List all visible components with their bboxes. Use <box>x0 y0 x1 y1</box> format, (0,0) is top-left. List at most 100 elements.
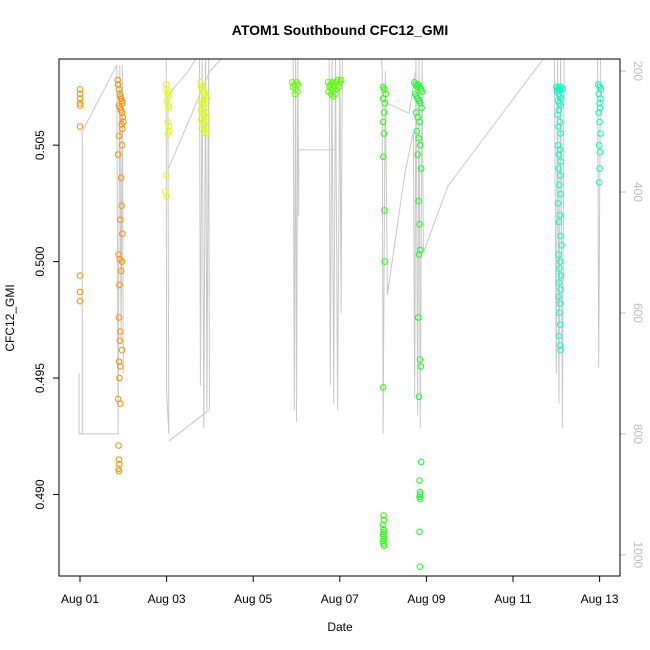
data-point <box>118 141 126 149</box>
right-tick-label: 200 <box>631 61 645 81</box>
data-point <box>119 113 127 121</box>
data-point <box>557 286 564 293</box>
data-point <box>417 363 425 370</box>
data-point <box>415 393 423 401</box>
data-point <box>595 141 603 149</box>
data-point <box>381 258 389 265</box>
data-point <box>556 172 564 179</box>
data-point <box>76 102 84 109</box>
data-point <box>556 300 564 307</box>
data-point <box>163 193 170 200</box>
data-point <box>116 90 124 98</box>
plot-frame <box>58 58 621 577</box>
data-point <box>380 542 388 550</box>
data-point <box>117 328 124 335</box>
data-point <box>115 314 123 321</box>
data-point <box>119 125 126 133</box>
data-point <box>76 90 84 98</box>
data-point <box>165 123 173 130</box>
data-point <box>165 88 173 95</box>
data-point <box>379 530 387 538</box>
data-point <box>415 134 422 142</box>
profile-line <box>597 59 601 368</box>
data-point <box>379 521 387 529</box>
data-point <box>597 130 604 137</box>
data-point <box>414 314 422 321</box>
data-point <box>380 516 388 524</box>
data-point <box>118 120 125 128</box>
data-point <box>76 288 84 296</box>
right-tick-label: 600 <box>631 303 645 323</box>
data-point <box>555 251 562 258</box>
data-point <box>379 118 387 126</box>
data-point <box>115 86 123 93</box>
data-point <box>417 141 424 149</box>
data-point <box>413 127 421 135</box>
data-point <box>416 488 424 496</box>
data-point <box>380 109 388 116</box>
profile-line <box>553 59 565 428</box>
data-point <box>555 123 562 130</box>
data-point <box>596 99 603 107</box>
data-point <box>162 188 169 195</box>
data-point <box>418 88 426 95</box>
y-tick-label: 0.490 <box>33 479 47 509</box>
data-point <box>115 358 123 366</box>
data-point <box>76 123 84 130</box>
data-point <box>417 99 424 107</box>
data-point <box>555 332 563 340</box>
data-point <box>117 400 124 408</box>
data-point <box>556 211 564 219</box>
data-point <box>557 158 564 165</box>
data-point <box>381 99 389 107</box>
data-point <box>165 104 173 112</box>
profile-line <box>381 59 544 434</box>
data-point <box>557 232 564 240</box>
data-point <box>554 111 561 119</box>
data-point <box>76 86 84 93</box>
data-point <box>557 346 564 354</box>
data-point <box>114 151 122 158</box>
data-point <box>379 384 387 391</box>
profile-line <box>292 59 336 422</box>
data-point <box>118 202 125 209</box>
data-point <box>115 456 123 463</box>
profile-line <box>168 59 222 168</box>
data-point <box>556 258 564 265</box>
data-point <box>117 267 125 275</box>
data-point <box>596 148 604 156</box>
profile-lines <box>78 59 601 442</box>
data-point <box>556 146 564 154</box>
data-point <box>337 76 345 84</box>
y-tick-label: 0.505 <box>33 130 47 160</box>
data-point <box>417 165 425 172</box>
data-point <box>595 179 603 186</box>
data-point <box>118 346 126 354</box>
data-point <box>554 200 562 207</box>
data-point <box>417 246 424 254</box>
data-point <box>76 99 84 107</box>
data-point <box>417 458 425 466</box>
data-point <box>555 293 562 300</box>
data-point <box>163 97 170 105</box>
data-point <box>416 477 423 484</box>
data-point <box>596 104 604 112</box>
data-point <box>162 81 170 88</box>
data-point <box>335 83 343 91</box>
data-point <box>117 174 125 182</box>
data-point <box>416 356 424 363</box>
x-tick-label: Aug 03 <box>148 592 186 606</box>
data-point <box>416 118 423 126</box>
right-tick-label: 400 <box>631 182 645 202</box>
data-point <box>115 251 122 258</box>
y-tick-label: 0.495 <box>33 363 47 393</box>
data-point <box>556 309 563 317</box>
data-point <box>557 272 565 279</box>
chart-title: ATOM1 Southbound CFC12_GMI <box>232 22 448 38</box>
data-point <box>379 537 387 545</box>
data-point <box>203 95 211 102</box>
data-point <box>116 337 124 345</box>
data-point <box>555 151 563 158</box>
data-point <box>332 90 339 98</box>
